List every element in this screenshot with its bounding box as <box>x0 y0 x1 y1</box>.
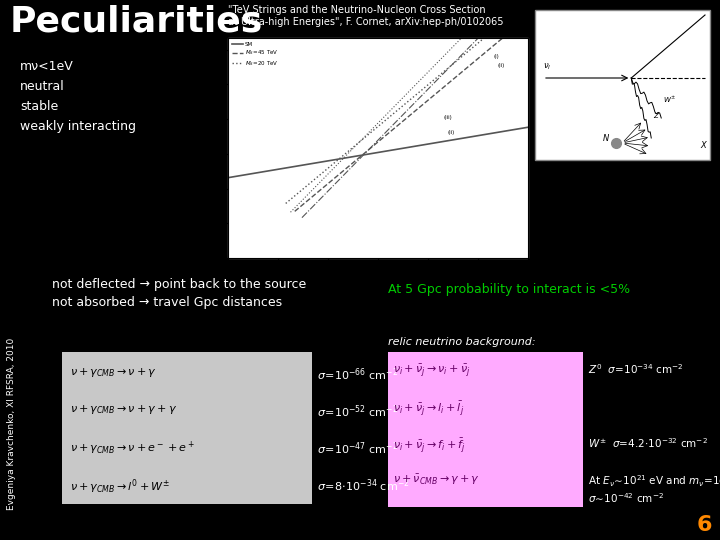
Bar <box>535 10 710 160</box>
SM <box>402 144 411 151</box>
Bar <box>228 38 528 258</box>
$M_S\!=\!45$ TeV <box>469 59 478 65</box>
Line: $M_S\!=\!45$ TeV: $M_S\!=\!45$ TeV <box>294 17 528 211</box>
Text: $Z^0$  $\sigma\!=\!10^{-34}$ cm$^{-2}$: $Z^0$ $\sigma\!=\!10^{-34}$ cm$^{-2}$ <box>588 362 684 376</box>
Text: weakly interacting: weakly interacting <box>20 120 136 133</box>
Text: $N$: $N$ <box>602 132 611 143</box>
Text: (ii): (ii) <box>447 130 455 135</box>
Text: $W^{\pm}$: $W^{\pm}$ <box>663 94 676 105</box>
Text: $W^{\pm}$  $\sigma\!=\!4.2\!\cdot\!10^{-32}$ cm$^{-2}$: $W^{\pm}$ $\sigma\!=\!4.2\!\cdot\!10^{-3… <box>588 436 708 450</box>
Text: $\sigma\!=\!10^{-52}$ cm$^{-2}$: $\sigma\!=\!10^{-52}$ cm$^{-2}$ <box>317 403 398 420</box>
Text: $\nu_l$: $\nu_l$ <box>543 62 552 72</box>
SM <box>368 150 377 157</box>
Text: (i): (i) <box>493 53 499 59</box>
Text: $\nu_i + \bar{\nu}_j \rightarrow f_i + \bar{f}_j$: $\nu_i + \bar{\nu}_j \rightarrow f_i + \… <box>393 436 466 455</box>
Legend: SM, $M_S\!=\!45$ TeV, $M_S\!=\!20$ TeV: SM, $M_S\!=\!45$ TeV, $M_S\!=\!20$ TeV <box>231 41 279 69</box>
$M_S\!=\!45$ TeV <box>523 14 532 20</box>
Text: (iii): (iii) <box>443 115 452 120</box>
Text: At 5 Gpc probability to interact is <5%: At 5 Gpc probability to interact is <5% <box>388 283 630 296</box>
Text: $\nu + \gamma_{CMB} \rightarrow \nu + e^- + e^+$: $\nu + \gamma_{CMB} \rightarrow \nu + e^… <box>70 440 195 457</box>
Text: $X$: $X$ <box>700 139 708 150</box>
$M_S\!=\!20$ TeV <box>516 4 525 11</box>
Y-axis label: $\sigma_{tot}$ [cm$^2$]: $\sigma_{tot}$ [cm$^2$] <box>193 132 203 164</box>
Text: "TeV Strings and the Neutrino-Nucleon Cross Section
at Ultra-high Energies", F. : "TeV Strings and the Neutrino-Nucleon Cr… <box>228 5 503 26</box>
Text: Evgeniya Kravchenko, XI RFSRA, 2010: Evgeniya Kravchenko, XI RFSRA, 2010 <box>7 338 16 510</box>
Text: not absorbed → travel Gpc distances: not absorbed → travel Gpc distances <box>52 296 282 309</box>
Text: 6: 6 <box>696 515 712 535</box>
Text: $\nu_i + \bar{\nu}_j \rightarrow l_i + \bar{l}_j$: $\nu_i + \bar{\nu}_j \rightarrow l_i + \… <box>393 399 464 417</box>
Text: $\nu + \gamma_{CMB} \rightarrow \nu + \gamma + \gamma$: $\nu + \gamma_{CMB} \rightarrow \nu + \g… <box>70 403 177 416</box>
Text: $\nu + \gamma_{CMB} \rightarrow l^0 + W^{\pm}$: $\nu + \gamma_{CMB} \rightarrow l^0 + W^… <box>70 477 170 496</box>
Text: stable: stable <box>20 100 58 113</box>
SM <box>469 133 478 139</box>
Text: $\nu + \bar{\nu}_{CMB} \rightarrow \gamma + \gamma$: $\nu + \bar{\nu}_{CMB} \rightarrow \gamm… <box>393 473 480 487</box>
$M_S\!=\!20$ TeV <box>402 99 411 106</box>
$M_S\!=\!45$ TeV <box>366 145 375 151</box>
Text: neutral: neutral <box>20 80 65 93</box>
Line: $M_S\!=\!20$ TeV: $M_S\!=\!20$ TeV <box>286 2 528 204</box>
$M_S\!=\!20$ TeV <box>469 43 478 50</box>
SM <box>386 147 395 154</box>
Text: $\nu + \gamma_{CMB} \rightarrow \nu + \gamma$: $\nu + \gamma_{CMB} \rightarrow \nu + \g… <box>70 366 157 379</box>
Bar <box>388 352 583 507</box>
X-axis label: $E_\nu$ [GeV]: $E_\nu$ [GeV] <box>364 276 392 285</box>
Text: (ii): (ii) <box>498 63 505 68</box>
$M_S\!=\!20$ TeV <box>368 128 377 134</box>
Text: relic neutrino background:: relic neutrino background: <box>388 337 536 347</box>
Text: mν<1eV: mν<1eV <box>20 60 73 73</box>
Line: SM: SM <box>228 127 528 178</box>
$M_S\!=\!45$ TeV <box>402 115 411 122</box>
Text: $\sigma\!=\!10^{-47}$ cm$^{-2}$: $\sigma\!=\!10^{-47}$ cm$^{-2}$ <box>317 440 398 457</box>
SM <box>224 174 233 181</box>
SM <box>523 124 532 131</box>
Text: $\nu_i + \bar{\nu}_j \rightarrow \nu_i + \bar{\nu}_j$: $\nu_i + \bar{\nu}_j \rightarrow \nu_i +… <box>393 362 471 379</box>
$M_S\!=\!20$ TeV <box>386 113 395 119</box>
Text: $\sigma\!=\!8\!\cdot\!10^{-34}$ cm$^{-2}$: $\sigma\!=\!8\!\cdot\!10^{-34}$ cm$^{-2}… <box>317 477 410 494</box>
$M_S\!=\!45$ TeV <box>516 19 525 26</box>
$M_S\!=\!45$ TeV <box>386 129 395 135</box>
$M_S\!=\!20$ TeV <box>366 130 375 136</box>
$M_S\!=\!45$ TeV <box>368 144 377 150</box>
Text: $\sigma\!=\!10^{-66}$ cm$^{-2}$: $\sigma\!=\!10^{-66}$ cm$^{-2}$ <box>317 366 398 383</box>
Text: $Z$: $Z$ <box>653 111 660 120</box>
Text: not deflected → point back to the source: not deflected → point back to the source <box>52 278 306 291</box>
$M_S\!=\!20$ TeV <box>523 0 532 5</box>
Bar <box>62 352 312 504</box>
Text: At $E_\nu\!\sim\!10^{21}$ eV and $m_\nu\!=\!1$eV
$\sigma\!\sim\!10^{-42}$ cm$^{-: At $E_\nu\!\sim\!10^{21}$ eV and $m_\nu\… <box>588 473 720 505</box>
SM <box>366 151 375 157</box>
Text: Peculiarities: Peculiarities <box>10 5 264 39</box>
SM <box>516 125 525 132</box>
